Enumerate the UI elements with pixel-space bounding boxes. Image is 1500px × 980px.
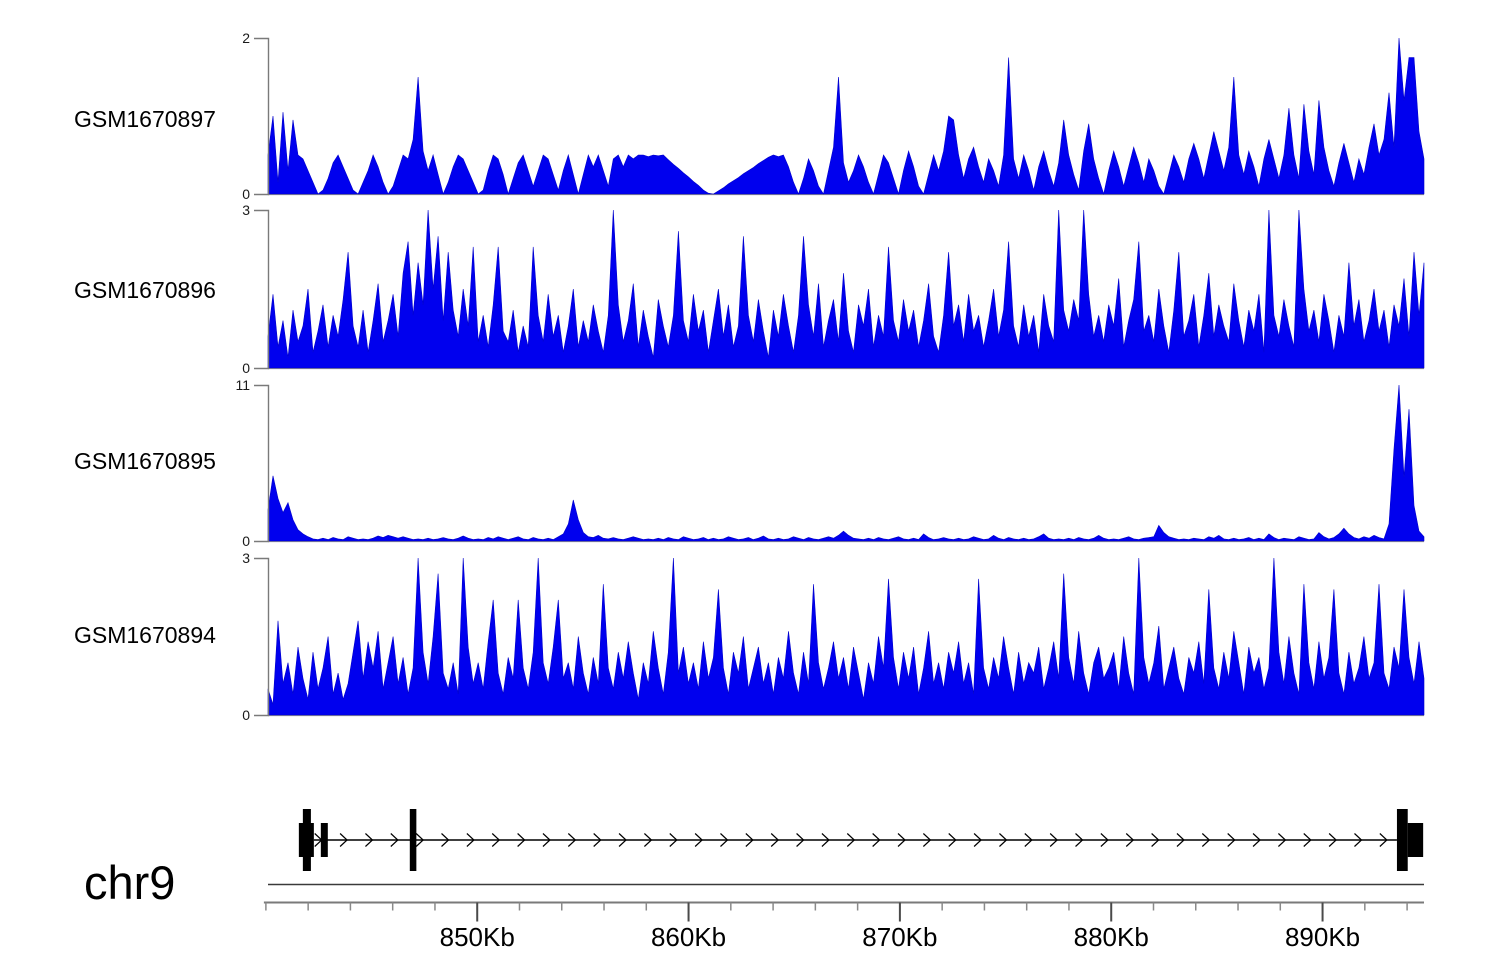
strand-direction-arrow-icon [1354, 833, 1363, 847]
signal-track-GSM1670897 [254, 37, 1425, 196]
strand-direction-arrow-icon [973, 833, 982, 847]
strand-direction-arrow-icon [694, 833, 704, 847]
signal-track-GSM1670895 [254, 384, 1425, 543]
y-max-label-track3: 11 [235, 377, 250, 393]
strand-direction-arrow-icon [365, 833, 374, 847]
strand-direction-arrow-icon [618, 833, 627, 847]
exon-box-utr [320, 823, 328, 857]
axis-tick-label: 890Kb [1284, 922, 1361, 952]
signal-area [267, 557, 1425, 716]
strand-direction-arrow-icon [1024, 833, 1033, 847]
strand-direction-arrow-icon [1379, 833, 1388, 847]
strand-direction-arrow-icon [1328, 833, 1338, 847]
strand-direction-arrow-icon [796, 833, 805, 847]
strand-direction-arrow-icon [720, 833, 729, 847]
strand-direction-arrow-icon [1277, 833, 1287, 847]
strand-direction-arrow-icon [1227, 833, 1236, 847]
exon-box-cds [1396, 809, 1408, 871]
y-min-label-track4: 0 [242, 707, 250, 723]
signal-track-GSM1670894 [254, 557, 1425, 717]
y-min-label-track3: 0 [242, 533, 250, 549]
strand-direction-arrow-icon [643, 833, 653, 847]
signal-area [267, 384, 1425, 542]
strand-direction-arrow-icon [1049, 833, 1059, 847]
strand-direction-arrow-icon [1201, 833, 1211, 847]
strand-direction-arrow-icon [542, 833, 551, 847]
exon-box-cds [302, 809, 311, 871]
strand-direction-arrow-icon [669, 833, 678, 847]
strand-direction-arrow-icon [1176, 833, 1185, 847]
strand-direction-arrow-icon [872, 833, 881, 847]
strand-direction-arrow-icon [491, 833, 501, 847]
y-axis-bracket [254, 37, 270, 196]
strand-direction-arrow-icon [821, 833, 830, 847]
track-label-gsm1670897: GSM1670897 [74, 106, 216, 132]
strand-direction-arrow-icon [1303, 833, 1312, 847]
strand-direction-arrow-icon [1100, 833, 1109, 847]
strand-direction-arrow-icon [466, 833, 475, 847]
y-axis-bracket [254, 209, 270, 370]
strand-direction-arrow-icon [441, 833, 450, 847]
strand-direction-arrow-icon [1075, 833, 1084, 847]
strand-direction-arrow-icon [999, 833, 1008, 847]
strand-direction-arrow-icon [339, 833, 348, 847]
exon-box-cds [409, 809, 417, 871]
signal-area [267, 209, 1425, 369]
exon-box-utr [1407, 823, 1424, 857]
signal-area [267, 37, 1425, 196]
y-axis-bracket [254, 384, 270, 543]
strand-direction-arrow-icon [593, 833, 602, 847]
strand-direction-arrow-icon [390, 833, 399, 847]
gene-model-track [298, 809, 1424, 871]
axis-tick-label: 850Kb [439, 922, 515, 952]
track-label-gsm1670895: GSM1670895 [74, 448, 216, 474]
strand-direction-arrow-icon [770, 833, 780, 847]
strand-direction-arrow-icon [922, 833, 932, 847]
axis-tick-label: 880Kb [1073, 922, 1149, 952]
signal-track-GSM1670896 [254, 209, 1425, 370]
strand-direction-arrow-icon [567, 833, 577, 847]
strand-direction-arrow-icon [1125, 833, 1135, 847]
y-axis-bracket [254, 557, 270, 717]
genome-axis [263, 883, 1424, 922]
strand-direction-arrow-icon [948, 833, 957, 847]
strand-direction-arrow-icon [897, 833, 906, 847]
y-min-label-track2: 0 [242, 360, 250, 376]
strand-direction-arrow-icon [415, 833, 425, 847]
strand-direction-arrow-icon [745, 833, 754, 847]
axis-tick-label: 870Kb [862, 922, 938, 952]
y-max-label-track4: 3 [242, 550, 250, 566]
track-label-gsm1670896: GSM1670896 [74, 277, 216, 303]
strand-direction-arrow-icon [517, 833, 526, 847]
strand-direction-arrow-icon [846, 833, 856, 847]
axis-tick-label: 860Kb [650, 922, 727, 952]
chromosome-label: chr9 [84, 856, 176, 909]
strand-direction-arrow-icon [1252, 833, 1261, 847]
y-min-label-track1: 0 [242, 186, 250, 202]
y-max-label-track1: 2 [242, 30, 250, 46]
y-max-label-track2: 3 [242, 202, 250, 218]
strand-direction-arrow-icon [1151, 833, 1160, 847]
track-label-gsm1670894: GSM1670894 [74, 622, 216, 648]
